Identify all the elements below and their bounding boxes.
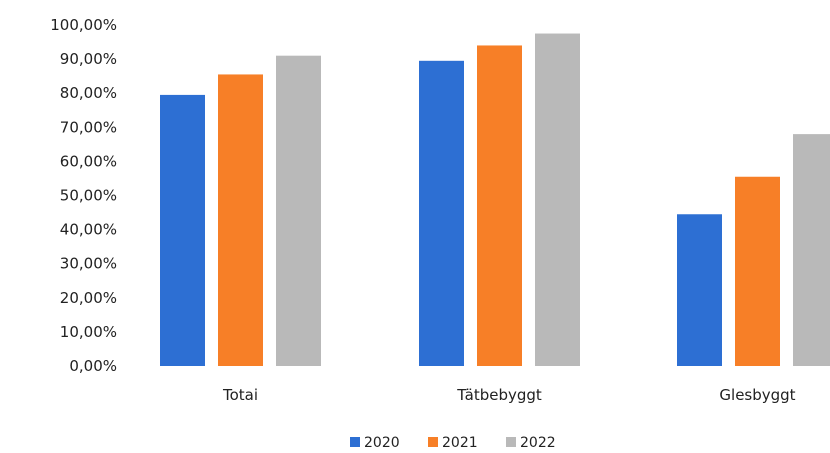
bar-2022-2 (793, 134, 830, 366)
y-tick-label: 20,00% (60, 289, 117, 307)
y-tick-label: 60,00% (60, 152, 117, 170)
y-tick-label: 10,00% (60, 323, 117, 341)
legend-swatch-2020 (350, 437, 360, 447)
y-tick-label: 70,00% (60, 118, 117, 136)
y-axis: 0,00% 10,00% 20,00% 30,00% 40,00% 50,00% 60,00… (50, 16, 117, 375)
legend-swatch-2021 (428, 437, 438, 447)
category-label: Totai (222, 386, 258, 404)
x-axis: Totai Tätbebyggt Glesbyggt (222, 386, 796, 404)
y-tick-label: 30,00% (60, 255, 117, 273)
y-tick-label: 80,00% (60, 84, 117, 102)
y-tick-label: 50,00% (60, 187, 117, 205)
bar-2020-2 (677, 214, 722, 366)
category-label: Tätbebyggt (456, 386, 542, 404)
category-label: Glesbyggt (719, 386, 795, 404)
y-tick-label: 0,00% (69, 357, 117, 375)
y-tick-label: 100,00% (50, 16, 117, 34)
y-tick-label: 40,00% (60, 221, 117, 239)
bar-2020-0 (160, 94, 205, 366)
bars (160, 33, 830, 367)
bar-2021-0 (218, 74, 263, 366)
legend-swatch-2022 (506, 437, 516, 447)
legend: 2020 2021 2022 (350, 435, 556, 451)
bar-2020-1 (419, 60, 464, 367)
y-tick-label: 90,00% (60, 50, 117, 68)
bar-2022-1 (535, 33, 580, 367)
bar-2021-2 (735, 176, 780, 366)
legend-label-2022: 2022 (520, 435, 556, 451)
legend-label-2021: 2021 (442, 435, 478, 451)
legend-label-2020: 2020 (364, 435, 400, 451)
bar-2021-1 (477, 45, 522, 367)
bar-2022-0 (276, 55, 321, 366)
